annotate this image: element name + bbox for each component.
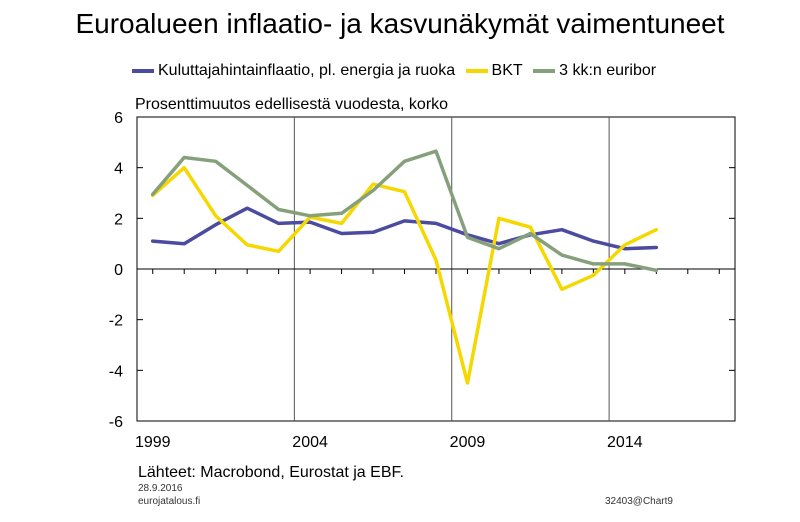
y-tick-label: -2 [109, 313, 123, 330]
legend: Kuluttajahintainflaatio, pl. energia ja … [132, 60, 662, 80]
y-tick-label: 6 [114, 110, 123, 127]
y-tick-label: -6 [109, 414, 123, 431]
x-tick-label: 2014 [607, 434, 643, 451]
chart-title: Euroalueen inflaatio- ja kasvunäkymät va… [75, 8, 725, 39]
legend-swatch-core-inflation [132, 69, 154, 73]
source-note: Lähteet: Macrobond, Eurostat ja EBF. [138, 464, 404, 481]
date-note: 28.9.2016 [138, 483, 183, 494]
chart-code: 32403@Chart9 [605, 496, 673, 507]
x-tick-label: 2004 [292, 434, 328, 451]
legend-label-euribor: 3 kk:n euribor [559, 62, 657, 79]
x-tick-label: 1999 [135, 434, 171, 451]
site-note: eurojatalous.fi [138, 496, 201, 507]
y-tick-label: -4 [109, 363, 123, 380]
legend-item-gdp: BKT [465, 62, 523, 80]
units-label: Prosenttimuutos edellisestä vuodesta, ko… [135, 96, 449, 113]
series-line-0 [150, 206, 659, 251]
legend-label-core-inflation: Kuluttajahintainflaatio, pl. energia ja … [158, 62, 456, 79]
legend-swatch-euribor [533, 69, 556, 73]
legend-item-core-inflation: Kuluttajahintainflaatio, pl. energia ja … [132, 62, 455, 80]
legend-label-gdp: BKT [491, 62, 523, 79]
x-tick-label: 2009 [450, 434, 486, 451]
series-line-2 [150, 149, 659, 273]
y-tick-label: 4 [114, 161, 123, 178]
series-line-1 [150, 165, 659, 385]
y-tick-label: 2 [114, 211, 123, 228]
legend-swatch-gdp [465, 69, 488, 73]
legend-item-euribor: 3 kk:n euribor [533, 62, 656, 80]
y-tick-label: 0 [114, 262, 123, 279]
